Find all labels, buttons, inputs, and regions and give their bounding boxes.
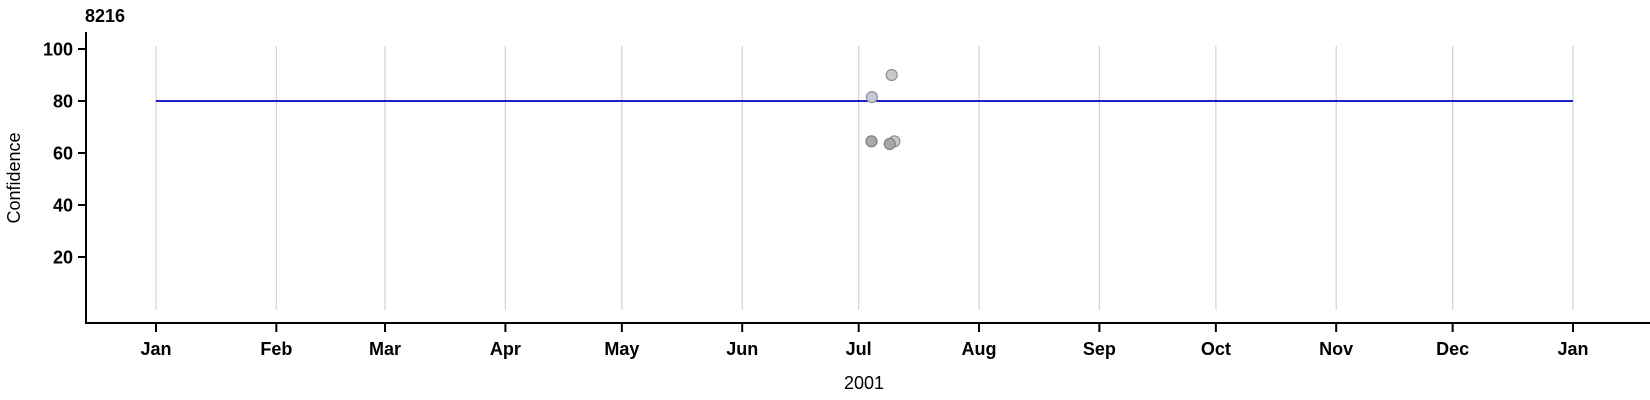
y-tick-label: 100: [43, 40, 73, 60]
x-ticks: [155, 324, 1574, 332]
gridlines: [155, 46, 1574, 310]
x-tick-label: May: [604, 339, 639, 359]
x-tick-label: Oct: [1201, 339, 1231, 359]
data-point: [865, 90, 878, 104]
y-axis-label: Confidence: [4, 132, 24, 223]
x-tick-label: Sep: [1083, 339, 1116, 359]
x-tick-label: Jan: [140, 339, 171, 359]
y-tick-label: 80: [53, 92, 73, 112]
chart-title: 8216: [85, 6, 125, 26]
x-tick-label: Feb: [260, 339, 292, 359]
x-tick-label: Jun: [726, 339, 758, 359]
data-points: [865, 68, 901, 150]
x-tick-labels: Jan Feb Mar Apr May Jun Jul Aug Sep Oct Nov Dec Jan: [140, 339, 1588, 359]
x-tick-label: Dec: [1436, 339, 1469, 359]
x-tick-label: Aug: [962, 339, 997, 359]
x-tick-label: Jan: [1557, 339, 1588, 359]
data-point: [865, 135, 878, 148]
y-ticks: [78, 48, 86, 258]
data-point: [885, 68, 898, 82]
y-tick-label: 20: [53, 248, 73, 268]
x-axis-year-label: 2001: [844, 373, 884, 393]
x-tick-label: Jul: [846, 339, 872, 359]
data-point: [883, 137, 896, 150]
y-tick-labels: 100 80 60 40 20: [43, 40, 73, 268]
x-tick-label: Nov: [1319, 339, 1353, 359]
y-tick-label: 40: [53, 196, 73, 216]
y-tick-label: 60: [53, 144, 73, 164]
x-tick-label: Mar: [369, 339, 401, 359]
x-tick-label: Apr: [490, 339, 521, 359]
